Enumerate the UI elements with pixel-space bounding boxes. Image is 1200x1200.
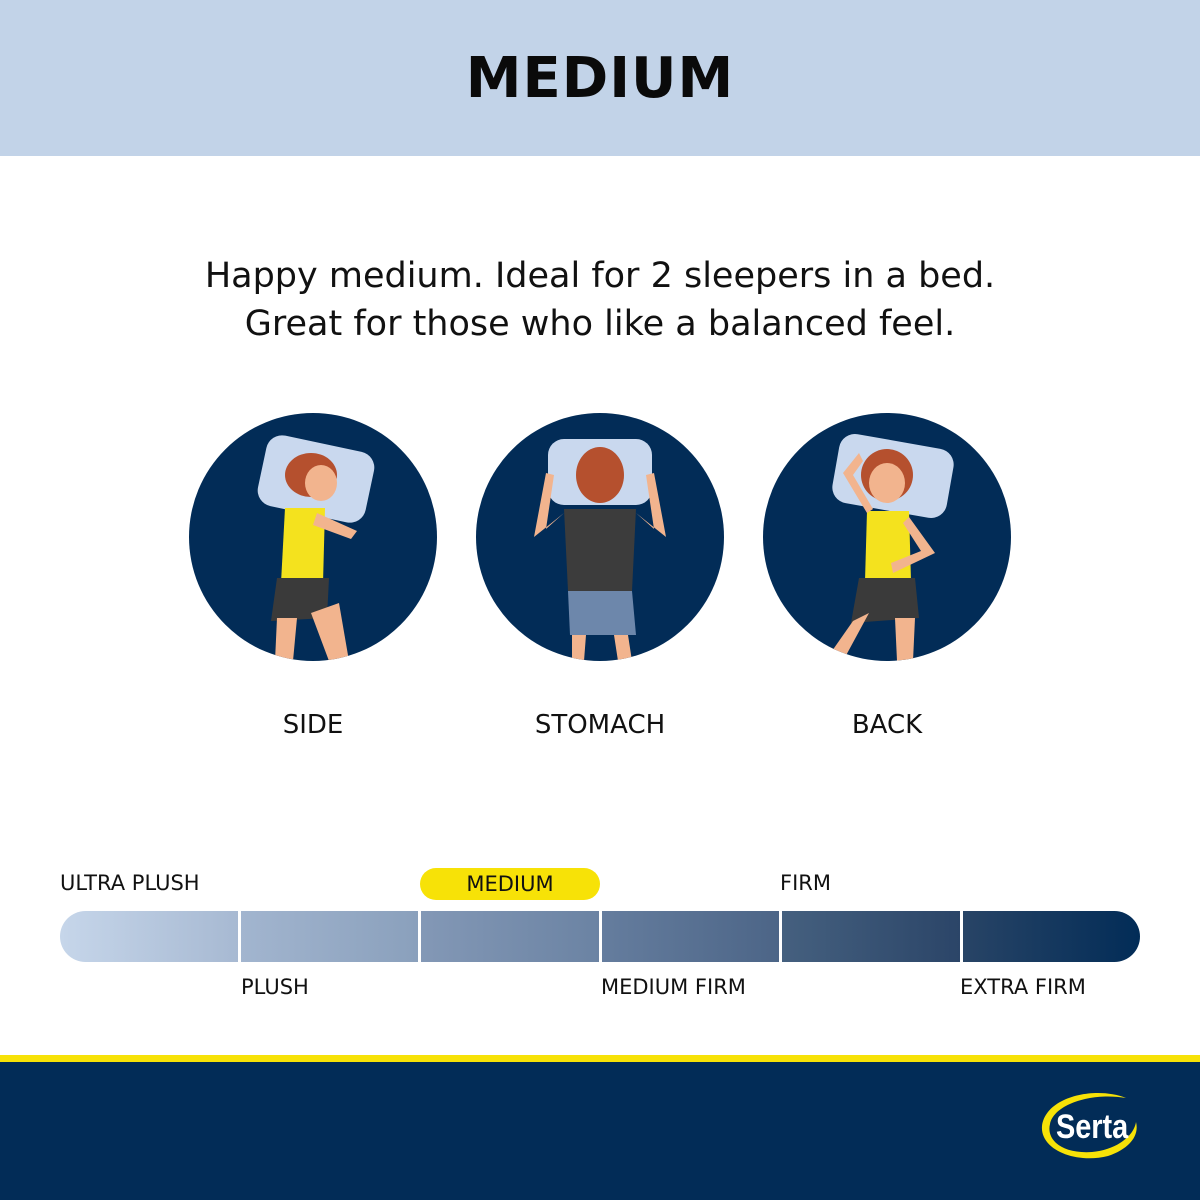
segment-firm bbox=[782, 911, 960, 962]
segment-ultra-plush bbox=[60, 911, 238, 962]
tagline: Happy medium. Ideal for 2 sleepers in a … bbox=[0, 252, 1200, 348]
serta-logo: Serta bbox=[1041, 1093, 1137, 1159]
position-label-back: BACK bbox=[851, 710, 923, 740]
selected-level-text: MEDIUM bbox=[466, 872, 554, 896]
scale-label-medium-firm: MEDIUM FIRM bbox=[601, 975, 746, 999]
position-label-side: SIDE bbox=[282, 710, 344, 740]
segment-plush bbox=[240, 911, 418, 962]
tagline-line-2: Great for those who like a balanced feel… bbox=[244, 304, 956, 344]
side-sleeper-illustration bbox=[189, 413, 437, 661]
stomach-sleeper-illustration bbox=[476, 413, 724, 661]
scale-label-plush: PLUSH bbox=[241, 975, 309, 999]
page-title: MEDIUM bbox=[465, 45, 735, 111]
firmness-scale-bar bbox=[60, 911, 1140, 962]
position-label-stomach: STOMACH bbox=[534, 710, 666, 740]
segment-medium bbox=[421, 911, 599, 962]
svg-text:Serta: Serta bbox=[1056, 1107, 1129, 1146]
scale-label-extra-firm: EXTRA FIRM bbox=[960, 975, 1086, 999]
footer-accent-stripe bbox=[0, 1055, 1200, 1062]
header-banner: MEDIUM bbox=[0, 0, 1200, 156]
scale-label-ultra-plush: ULTRA PLUSH bbox=[60, 871, 200, 895]
segment-extra-firm bbox=[962, 911, 1140, 962]
footer-banner bbox=[0, 1062, 1200, 1200]
back-sleeper-illustration bbox=[763, 413, 1011, 661]
segment-medium-firm bbox=[601, 911, 779, 962]
scale-label-firm: FIRM bbox=[780, 871, 831, 895]
scale-label-medium-selected: MEDIUM bbox=[420, 868, 600, 900]
tagline-line-1: Happy medium. Ideal for 2 sleepers in a … bbox=[204, 256, 996, 296]
